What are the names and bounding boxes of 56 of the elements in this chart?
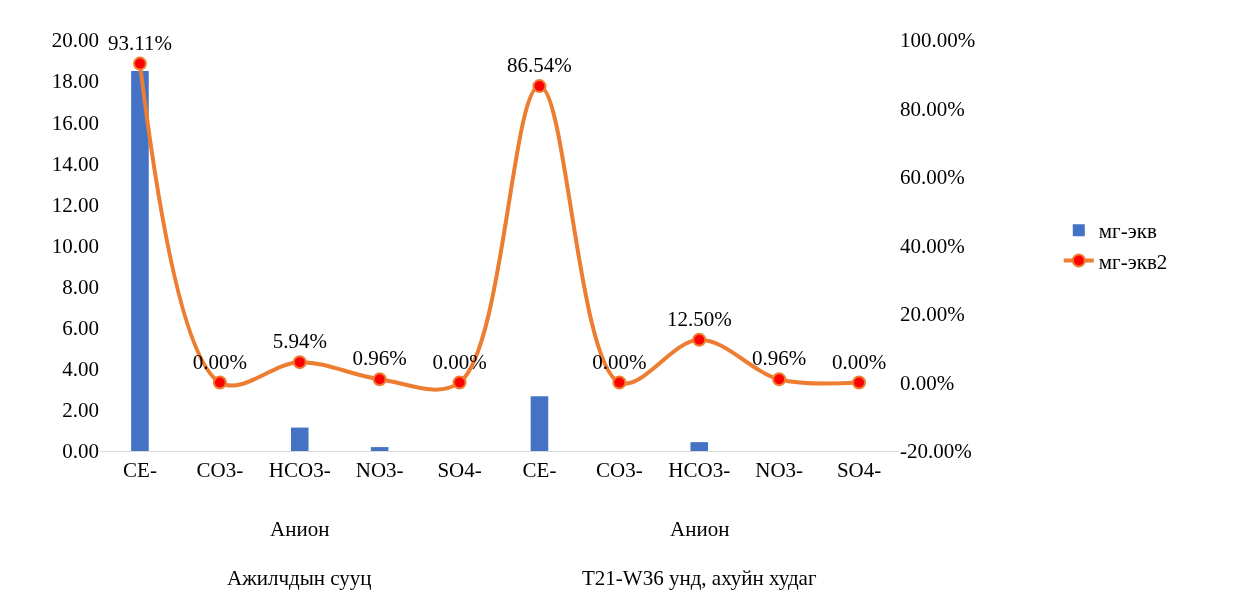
data-label: 0.96%: [352, 346, 407, 371]
y2-tick-label: 20.00%: [900, 302, 965, 327]
x-tick-label: HCO3-: [668, 458, 731, 483]
point: [372, 372, 387, 387]
data-label: 12.50%: [666, 306, 732, 331]
y-tick-label: 4.00: [62, 357, 99, 382]
text: Анион: [670, 517, 730, 541]
point: [532, 79, 547, 94]
data-label: 86.54%: [507, 53, 572, 78]
y-tick-label: 6.00: [62, 316, 99, 341]
x-tick-label: CE-: [123, 458, 157, 483]
data-label: 0.00%: [831, 349, 887, 374]
data-label: 93.11%: [107, 30, 172, 55]
legend-label: мг-экв2: [1098, 249, 1168, 274]
point: [212, 375, 227, 390]
x-tick-label: CO3-: [596, 458, 643, 483]
point: [772, 372, 787, 387]
y2-tick-label: 40.00%: [900, 233, 965, 258]
text: Ажилчдын сууц: [227, 566, 372, 590]
y-tick-label: 0.00: [62, 439, 99, 464]
x-tick-label: SO4-: [437, 458, 482, 483]
y2-tick-label: -20.00%: [900, 439, 972, 464]
point: [692, 332, 707, 347]
bar: [690, 442, 709, 451]
x-tick-label: CO3-: [196, 458, 244, 483]
x-tick-label: CE-: [522, 458, 557, 483]
bar: [131, 71, 149, 451]
y2-tick-label: 60.00%: [900, 165, 965, 190]
y-tick-label: 16.00: [51, 110, 99, 135]
y-tick-label: 20.00: [51, 28, 99, 53]
point: [132, 56, 147, 71]
point: [452, 375, 467, 390]
y-tick-label: 8.00: [62, 274, 99, 299]
y2-tick-label: 100.00%: [900, 28, 976, 53]
x-tick-label: HCO3-: [268, 458, 331, 483]
text: Анион: [270, 517, 330, 541]
y-tick-label: 10.00: [51, 233, 99, 258]
y2-tick-label: 0.00%: [900, 370, 955, 395]
data-label: 5.94%: [272, 329, 327, 354]
y-tick-label: 18.00: [51, 69, 99, 94]
legend-label: мг-экв: [1098, 219, 1157, 244]
bar: [530, 396, 549, 451]
y-tick-label: 14.00: [51, 151, 99, 176]
x-tick-label: NO3-: [355, 458, 404, 483]
bar: [370, 447, 389, 451]
point: [292, 355, 307, 370]
x-tick-label: SO4-: [836, 458, 882, 483]
y-tick-label: 2.00: [62, 398, 99, 423]
point: [852, 375, 867, 390]
y-tick-label: 12.00: [51, 192, 99, 217]
x-tick-label: NO3-: [755, 458, 804, 483]
text: T21-W36 унд, ахуйн худаг: [582, 566, 817, 590]
data-label: 0.96%: [752, 346, 807, 371]
y2-tick-label: 80.00%: [900, 96, 965, 121]
bar: [290, 427, 309, 451]
point: [612, 375, 627, 390]
